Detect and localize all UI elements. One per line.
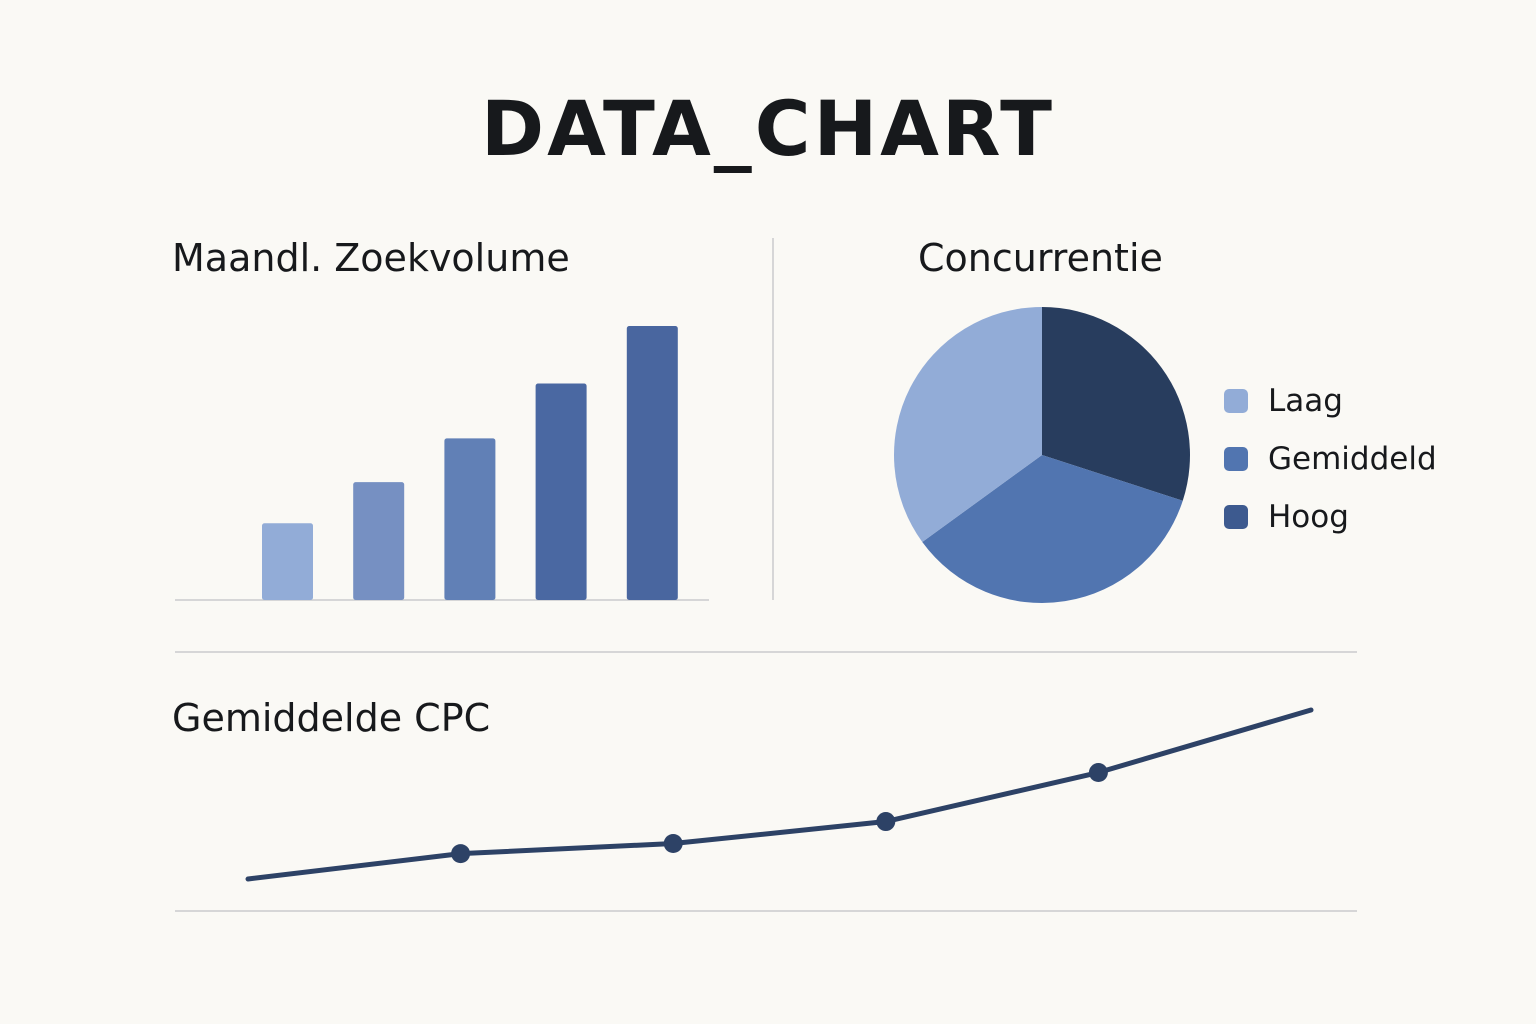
bar-4	[535, 383, 587, 600]
pie-slices	[894, 307, 1190, 603]
cpc-line	[245, 707, 1314, 882]
legend-item-laag: Laag	[1224, 372, 1437, 430]
bar-chart-title: Maandl. Zoekvolume	[172, 236, 570, 280]
cpc-point-5	[1088, 763, 1108, 783]
legend-swatch-laag	[1224, 389, 1248, 413]
bar-3	[444, 438, 496, 600]
cpc-point-2	[451, 844, 471, 864]
bar-1	[262, 523, 313, 600]
pie-slice-hoog	[1042, 307, 1190, 501]
cpc-point-4	[876, 812, 896, 832]
legend-item-hoog: Hoog	[1224, 488, 1437, 546]
legend-label-gemiddeld: Gemiddeld	[1268, 441, 1437, 477]
pie-slice-laag	[894, 307, 1042, 542]
line-chart-title: Gemiddelde CPC	[172, 696, 491, 740]
pie-slice-gemiddeld	[922, 455, 1183, 603]
chart-title: DATA_CHART	[481, 84, 1055, 173]
pie-chart-title: Concurrentie	[918, 236, 1163, 280]
legend-item-gemiddeld: Gemiddeld	[1224, 430, 1437, 488]
bar-2	[353, 482, 405, 600]
bar-series	[262, 326, 678, 600]
legend-label-hoog: Hoog	[1268, 499, 1349, 535]
line-series	[245, 707, 1314, 882]
cpc-point-3	[663, 834, 683, 854]
legend-swatch-hoog	[1224, 505, 1248, 529]
bar-5	[626, 326, 678, 600]
legend-label-laag: Laag	[1268, 383, 1343, 419]
legend-swatch-gemiddeld	[1224, 447, 1248, 471]
pie-legend: Laag Gemiddeld Hoog	[1224, 372, 1437, 546]
